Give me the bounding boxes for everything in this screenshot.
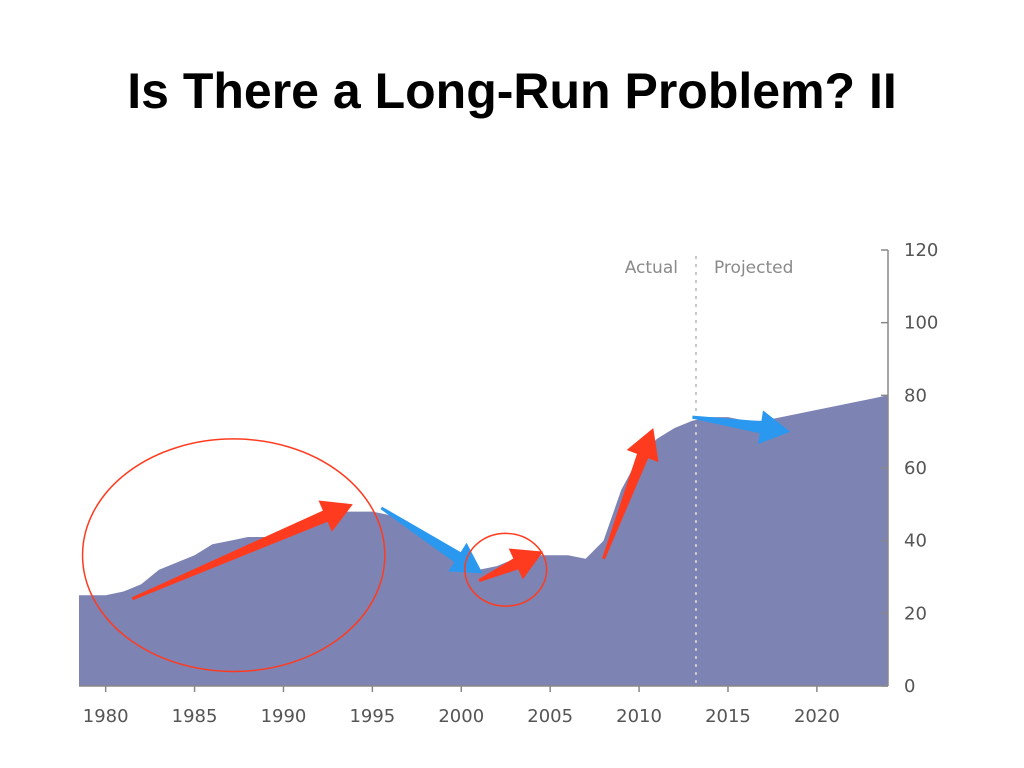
red-arrow <box>478 548 544 582</box>
y-tick-label: 20 <box>904 603 927 624</box>
red-arrow <box>602 428 659 560</box>
actual-label: Actual <box>625 258 678 278</box>
debt-area <box>79 395 888 686</box>
x-tick-label: 2005 <box>527 706 573 727</box>
blue-arrow <box>380 506 483 574</box>
x-tick-label: 1980 <box>83 706 129 727</box>
y-tick-label: 40 <box>904 531 927 552</box>
x-tick-label: 1985 <box>172 706 218 727</box>
red-arrow <box>131 500 353 601</box>
x-tick-label: 2010 <box>616 706 662 727</box>
slide-title: Is There a Long-Run Problem? II <box>127 63 897 119</box>
y-tick-label: 0 <box>904 676 915 697</box>
y-tick-label: 100 <box>904 313 938 334</box>
y-tick-label: 60 <box>904 458 927 479</box>
y-tick-label: 80 <box>904 385 927 406</box>
x-tick-label: 1990 <box>261 706 307 727</box>
red-circle-highlight <box>464 532 548 607</box>
x-tick-label: 1995 <box>349 706 395 727</box>
x-tick-label: 2020 <box>794 706 840 727</box>
projected-label: Projected <box>714 258 793 278</box>
x-tick-label: 2015 <box>705 706 751 727</box>
y-tick-label: 120 <box>904 240 938 261</box>
x-tick-label: 2000 <box>438 706 484 727</box>
red-circle-highlight <box>81 438 386 673</box>
blue-arrow <box>692 410 791 445</box>
